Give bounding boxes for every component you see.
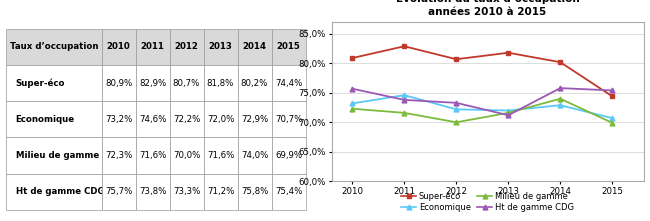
- Ht de gamme CDG: [556, 87, 564, 90]
- Economique: [556, 104, 564, 107]
- Ht de gamme CDG: [452, 101, 460, 104]
- Milieu de gamme: [400, 112, 408, 114]
- Ht de gamme CDG: [608, 89, 616, 92]
- Line: Super-éco: Super-éco: [350, 44, 615, 99]
- Super-éco: [452, 58, 460, 61]
- Super-éco: [348, 57, 356, 59]
- Ht de gamme CDG: [504, 114, 512, 116]
- Economique: [348, 102, 356, 105]
- Legend: Super-éco, Economique, Milieu de gamme, Ht de gamme CDG: Super-éco, Economique, Milieu de gamme, …: [401, 192, 574, 212]
- Super-éco: [556, 61, 564, 63]
- Super-éco: [504, 51, 512, 54]
- Line: Milieu de gamme: Milieu de gamme: [350, 96, 615, 125]
- Economique: [608, 117, 616, 120]
- Ht de gamme CDG: [400, 99, 408, 101]
- Milieu de gamme: [452, 121, 460, 124]
- Milieu de gamme: [608, 122, 616, 124]
- Ht de gamme CDG: [348, 87, 356, 90]
- Milieu de gamme: [556, 97, 564, 100]
- Milieu de gamme: [504, 112, 512, 114]
- Milieu de gamme: [348, 107, 356, 110]
- Title: Evolution du taux d’occupation
années 2010 à 2015: Evolution du taux d’occupation années 20…: [396, 0, 579, 17]
- Super-éco: [608, 95, 616, 98]
- Line: Economique: Economique: [350, 93, 615, 121]
- Economique: [504, 109, 512, 112]
- Economique: [452, 108, 460, 111]
- Economique: [400, 94, 408, 97]
- Line: Ht de gamme CDG: Ht de gamme CDG: [350, 86, 615, 118]
- Super-éco: [400, 45, 408, 48]
